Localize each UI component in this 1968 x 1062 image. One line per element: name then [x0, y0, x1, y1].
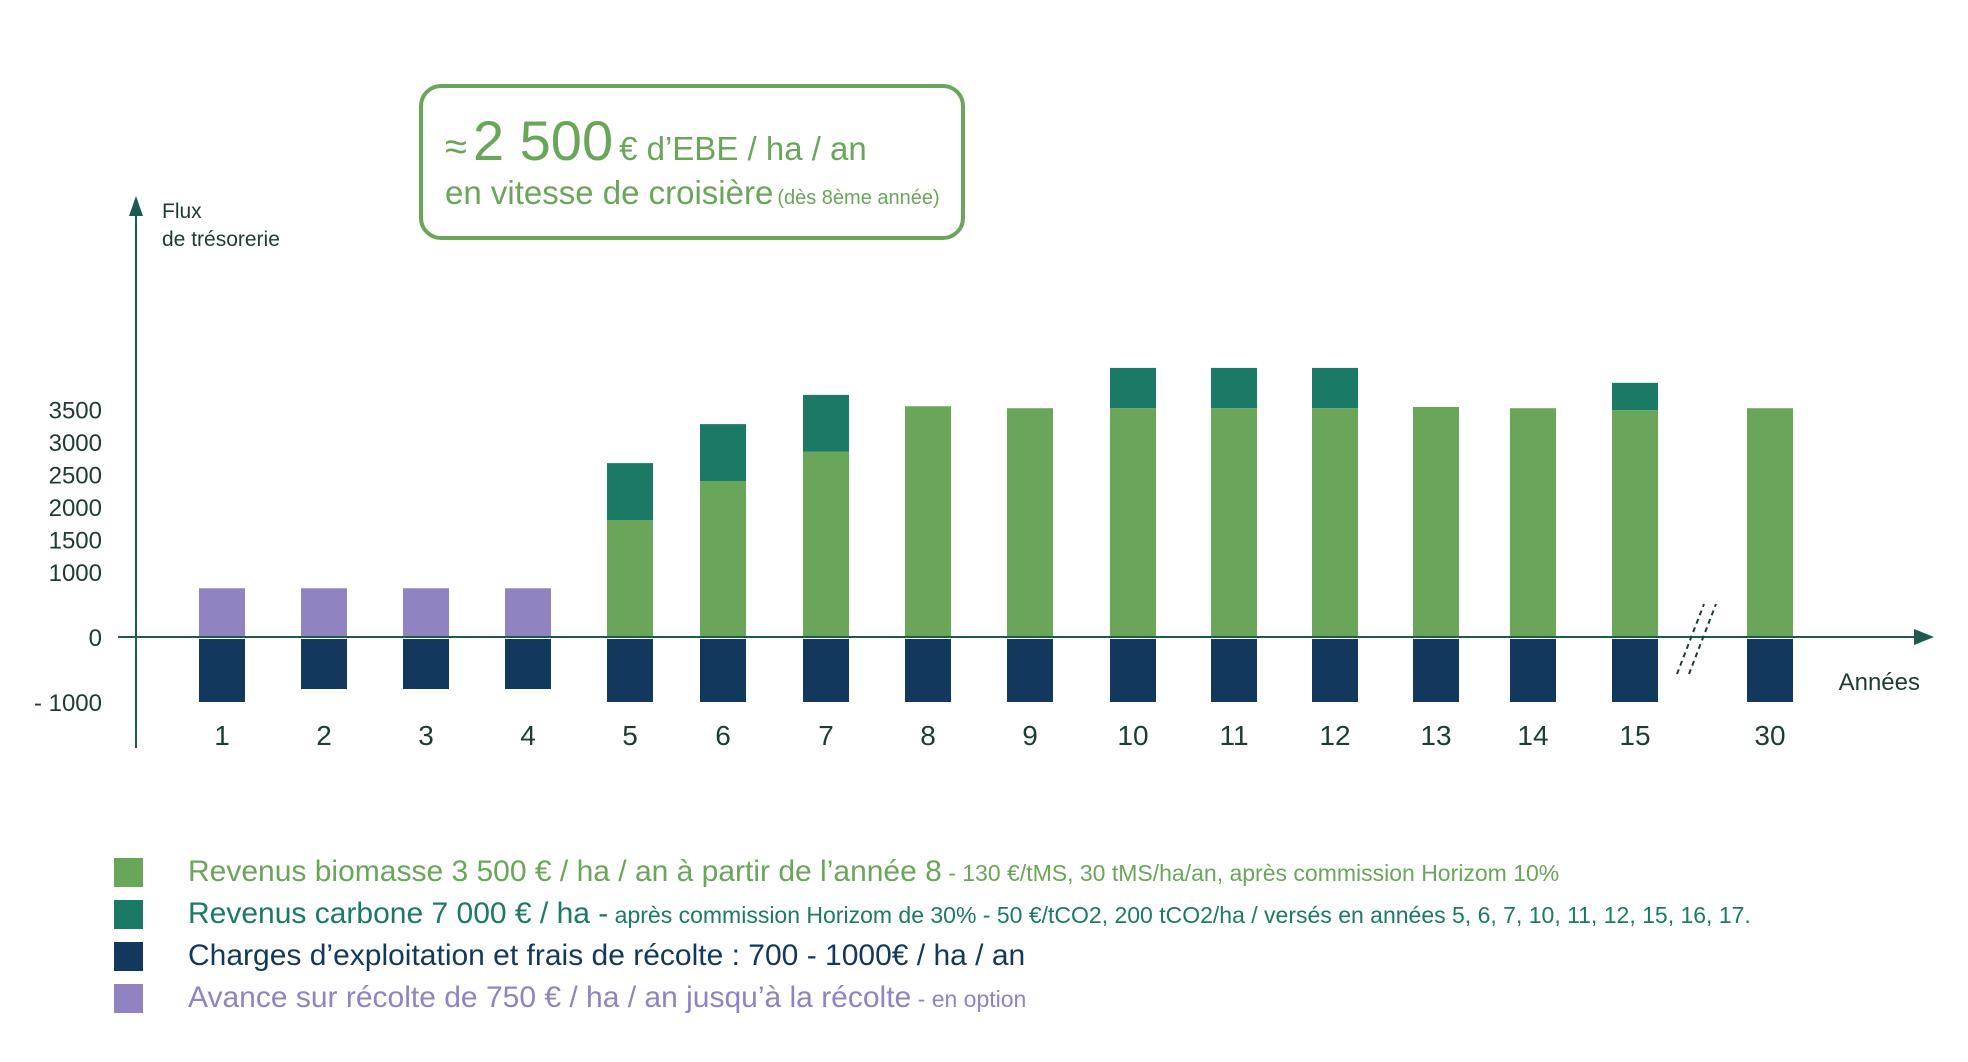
bar-biomasse-year-7: [803, 451, 849, 637]
x-tick-label: 6: [715, 720, 731, 751]
legend-label: Charges d’exploitation et frais de récol…: [188, 936, 1025, 976]
legend-main-text: Revenus carbone 7 000 € / ha -: [188, 897, 609, 930]
bar-avance-year-2: [301, 588, 347, 637]
callout-note: (dès 8ème année): [777, 187, 940, 209]
x-tick-label: 10: [1117, 720, 1148, 751]
x-tick-label: 15: [1619, 720, 1650, 751]
bar-carbone-year-11: [1211, 367, 1257, 409]
approx-symbol: ≈: [445, 125, 467, 169]
y-axis-arrow: [129, 196, 143, 216]
y-tick-label: 2000: [49, 495, 102, 522]
bar-biomasse-year-15: [1612, 410, 1658, 637]
bar-charges-year-12: [1312, 639, 1358, 702]
axis-break-mark: [1676, 603, 1717, 675]
y-tick-label: 3000: [49, 430, 102, 457]
legend-swatch: [114, 942, 143, 971]
bar-biomasse-year-8: [905, 406, 951, 637]
legend-label: Revenus carbone 7 000 € / ha - après com…: [188, 894, 1751, 935]
x-tick-label: 11: [1219, 720, 1248, 751]
bar-carbone-year-12: [1312, 367, 1358, 409]
callout-big-value: 2 500: [472, 109, 614, 172]
legend-detail-text: - en option: [911, 986, 1027, 1012]
y-tick-label: 3500: [49, 398, 102, 425]
bar-charges-year-8: [905, 639, 951, 702]
bar-biomasse-year-30: [1747, 408, 1793, 637]
y-axis-label: Flux de trésorerie: [162, 200, 280, 251]
x-tick-label: 8: [920, 720, 936, 751]
bar-biomasse-year-13: [1413, 406, 1459, 637]
bar-biomasse-year-5: [607, 520, 653, 637]
legend-detail-text: après commission Horizom de 30% - 50 €/t…: [608, 902, 1751, 928]
x-axis-arrow: [1914, 629, 1934, 645]
bar-charges-year-1: [199, 639, 245, 702]
bar-biomasse-year-14: [1510, 408, 1556, 637]
x-tick-label: 7: [818, 720, 834, 751]
legend-main-text: Charges d’exploitation et frais de récol…: [188, 939, 1026, 972]
x-tick-label: 2: [316, 720, 332, 751]
x-axis-label: Années: [1839, 669, 1920, 696]
bar-charges-year-30: [1747, 639, 1793, 702]
y-tick-label: - 1000: [34, 690, 102, 717]
x-tick-label: 1: [214, 720, 230, 751]
legend-detail-text: - 130 €/tMS, 30 tMS/ha/an, après commiss…: [941, 860, 1560, 886]
bar-carbone-year-15: [1612, 382, 1658, 411]
cash-flow-chart: 1 2 3 4 5 6 7 8 9 10 11 12 13 14 15 3035003000250020001…: [34, 196, 1934, 751]
axis-break-line: [1676, 603, 1705, 675]
x-tick-label: 3: [418, 720, 434, 751]
legend-swatch: [114, 984, 143, 1013]
x-tick-label: 13: [1420, 720, 1451, 751]
callout-subtitle: en vitesse de croisière: [445, 174, 774, 211]
y-tick-label: 2500: [49, 463, 102, 490]
bar-charges-year-10: [1110, 639, 1156, 702]
bar-carbone-year-6: [700, 424, 746, 481]
bar-charges-year-2: [301, 639, 347, 689]
bar-avance-year-4: [505, 588, 551, 637]
bar-biomasse-year-11: [1211, 408, 1257, 637]
x-tick-label: 5: [622, 720, 638, 751]
legend-main-text: Avance sur récolte de 750 € / ha / an ju…: [188, 981, 912, 1014]
bar-biomasse-year-12: [1312, 408, 1358, 637]
legend-label: Avance sur récolte de 750 € / ha / an ju…: [188, 978, 1026, 1019]
y-axis-label-line: de trésorerie: [162, 228, 280, 251]
bar-charges-year-7: [803, 639, 849, 702]
x-tick-label: 12: [1319, 720, 1350, 751]
legend-swatch: [114, 858, 143, 887]
y-tick-label: 1500: [49, 528, 102, 555]
x-tick-label: 9: [1022, 720, 1038, 751]
bar-avance-year-3: [403, 588, 449, 637]
bar-biomasse-year-10: [1110, 408, 1156, 637]
bar-charges-year-9: [1007, 639, 1053, 702]
bar-charges-year-6: [700, 639, 746, 702]
x-tick-label: 14: [1517, 720, 1548, 751]
legend-label: Revenus biomasse 3 500 € / ha / an à par…: [188, 852, 1559, 893]
bar-charges-year-4: [505, 639, 551, 689]
bar-biomasse-year-9: [1007, 408, 1053, 637]
x-tick-label: 4: [520, 720, 536, 751]
callout-line-2: en vitesse de croisière (dès 8ème année): [445, 174, 940, 212]
y-axis-label-line: Flux: [162, 200, 202, 223]
y-tick-label: 0: [89, 625, 102, 652]
ebe-callout: ≈2 500 € d’EBE / ha / an en vitesse de cr…: [419, 84, 965, 240]
bar-carbone-year-5: [607, 463, 653, 520]
y-tick-label: 1000: [49, 560, 102, 587]
bar-charges-year-15: [1612, 639, 1658, 702]
axis-break-line: [1688, 603, 1717, 675]
bar-charges-year-14: [1510, 639, 1556, 702]
bar-carbone-year-7: [803, 394, 849, 452]
callout-line-1: ≈2 500 € d’EBE / ha / an: [445, 108, 867, 173]
x-tick-label: 30: [1754, 720, 1785, 751]
legend-swatch: [114, 900, 143, 929]
legend-main-text: Revenus biomasse 3 500 € / ha / an à par…: [188, 855, 942, 888]
bar-avance-year-1: [199, 588, 245, 637]
bar-biomasse-year-6: [700, 481, 746, 637]
callout-unit: € d’EBE / ha / an: [619, 130, 867, 167]
bar-charges-year-5: [607, 639, 653, 702]
bar-charges-year-3: [403, 639, 449, 689]
bar-charges-year-11: [1211, 639, 1257, 702]
bar-charges-year-13: [1413, 639, 1459, 702]
bar-carbone-year-10: [1110, 367, 1156, 409]
